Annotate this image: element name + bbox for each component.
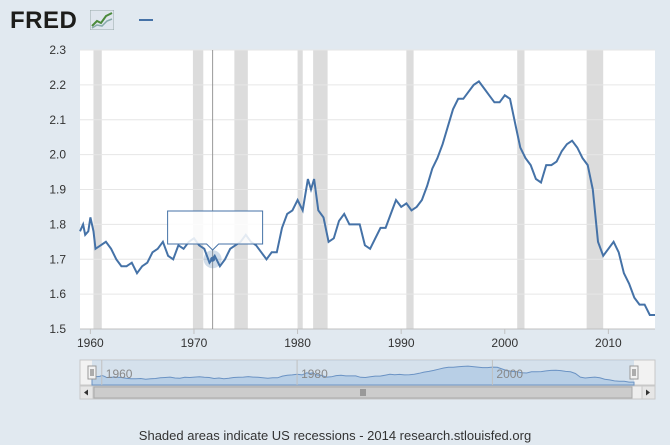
footer-caption: Shaded areas indicate US recessions - 20…: [138, 428, 532, 443]
x-tick-label: 2000: [491, 336, 518, 350]
fred-logo-graph-icon: [90, 10, 114, 30]
y-tick-label: 2.3: [49, 43, 66, 57]
fred-logo[interactable]: FRED: [10, 7, 78, 34]
y-tick-label: 1.6: [49, 287, 66, 301]
y-axis-ticks: 1.5 1.6 1.7 1.8 1.9 2.0 2.1 2.2 2.3: [49, 43, 66, 336]
x-tick-label: 1970: [181, 336, 208, 350]
scrollbar[interactable]: [79, 385, 656, 400]
chart: 1.5 1.6 1.7 1.8 1.9 2.0 2.1 2.2 2.3 1960 1970 1980…: [49, 43, 656, 400]
y-tick-label: 1.8: [49, 217, 66, 231]
navigator-tick-label: 1960: [106, 367, 133, 381]
navigator-series-area: [91, 365, 635, 386]
legend-series-line: [139, 19, 153, 21]
navigator-left-handle[interactable]: [87, 365, 97, 380]
gridlines: [80, 49, 655, 330]
navigator-tick-label: 1980: [301, 367, 328, 381]
scroll-left-arrow-icon: [84, 389, 88, 396]
y-tick-label: 2.2: [49, 78, 66, 92]
x-tick-label: 1990: [388, 336, 415, 350]
navigator-left-handle-body[interactable]: [87, 365, 97, 380]
scroll-right-arrow-icon: [646, 389, 650, 396]
x-tick-label: 2010: [595, 336, 622, 350]
y-tick-label: 2.0: [49, 148, 66, 162]
series-line[interactable]: [79, 80, 655, 316]
y-tick-label: 1.9: [49, 183, 66, 197]
navigator-right-handle-body[interactable]: [629, 365, 639, 380]
y-tick-label: 1.5: [49, 322, 66, 336]
tooltip-box: [167, 210, 264, 251]
tooltip-marker: [210, 256, 216, 262]
y-tick-label: 2.1: [49, 113, 66, 127]
x-axis-ticks: 1960 1970 1980 1990 2000 2010: [77, 329, 622, 350]
navigator-tick-label: 2000: [496, 367, 523, 381]
x-tick-label: 1960: [77, 336, 104, 350]
x-tick-label: 1980: [284, 336, 311, 350]
header: FRED: [0, 0, 670, 40]
navigator-right-handle[interactable]: [629, 365, 639, 380]
y-tick-label: 1.7: [49, 252, 66, 266]
navigator[interactable]: 1960 1980 2000: [79, 359, 656, 386]
tooltip: [167, 210, 264, 269]
